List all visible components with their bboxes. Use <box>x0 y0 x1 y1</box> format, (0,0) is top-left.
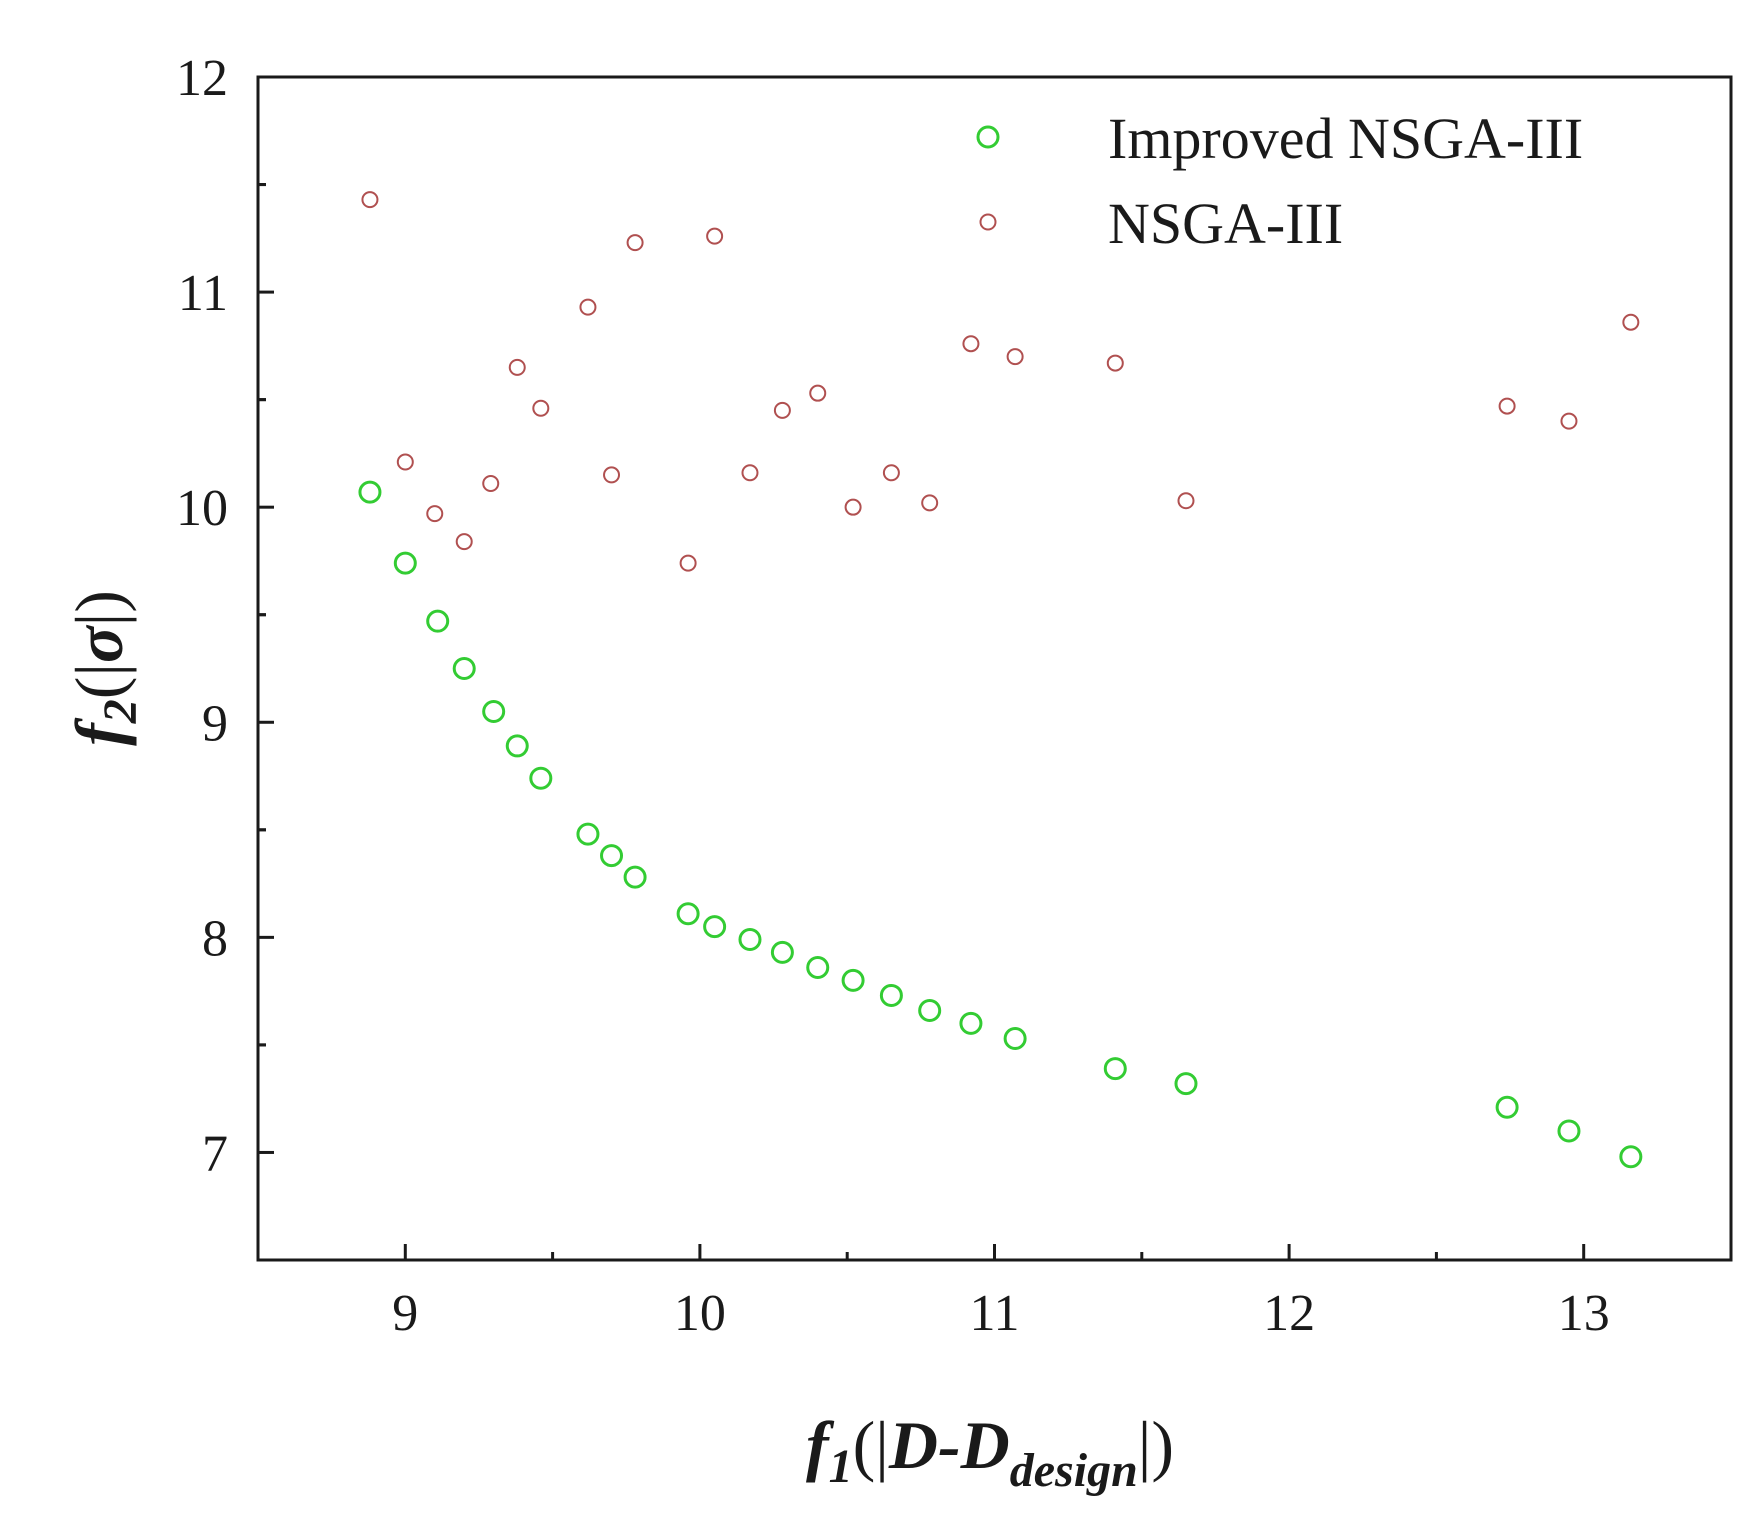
point-nsga-iii <box>1498 397 1516 415</box>
point-nsga-iii <box>809 384 827 402</box>
point-nsga-iii <box>1560 412 1578 430</box>
point-improved-nsga-iii <box>841 968 865 992</box>
x-tick-label: 11 <box>969 1285 1019 1342</box>
point-nsga-iii <box>426 505 444 523</box>
point-improved-nsga-iii <box>623 865 647 889</box>
legend-marker-nsga-iii <box>979 213 997 231</box>
y-tick-label: 11 <box>178 265 228 322</box>
point-improved-nsga-iii <box>959 1011 983 1035</box>
y-axis: 7 8 9 10 11 12 <box>176 50 274 1182</box>
point-nsga-iii <box>482 475 500 493</box>
point-nsga-iii <box>396 453 414 471</box>
point-improved-nsga-iii <box>576 822 600 846</box>
point-nsga-iii <box>679 554 697 572</box>
point-nsga-iii <box>1622 313 1640 331</box>
point-improved-nsga-iii <box>676 902 700 926</box>
point-nsga-iii <box>882 464 900 482</box>
point-nsga-iii <box>844 498 862 516</box>
y-axis-title: f2(|σ|) <box>61 590 147 746</box>
point-improved-nsga-iii <box>703 915 727 939</box>
point-improved-nsga-iii <box>770 940 794 964</box>
point-improved-nsga-iii <box>879 983 903 1007</box>
y-tick-label: 8 <box>202 910 228 967</box>
point-nsga-iii <box>455 533 473 551</box>
point-nsga-iii <box>508 358 526 376</box>
point-improved-nsga-iii <box>1103 1057 1127 1081</box>
plot-frame <box>256 75 1733 1262</box>
point-nsga-iii <box>532 399 550 417</box>
x-tick-label: 12 <box>1263 1285 1315 1342</box>
x-tick-label: 10 <box>674 1285 726 1342</box>
point-improved-nsga-iii <box>806 955 830 979</box>
point-nsga-iii <box>706 227 724 245</box>
y-tick-label: 10 <box>176 480 228 537</box>
y-tick-label: 7 <box>202 1125 228 1182</box>
point-nsga-iii <box>626 234 644 252</box>
point-nsga-iii <box>741 464 759 482</box>
x-axis: 9 10 11 12 13 <box>392 1244 1610 1342</box>
point-improved-nsga-iii <box>529 766 553 790</box>
point-improved-nsga-iii <box>505 734 529 758</box>
point-improved-nsga-iii <box>393 551 417 575</box>
legend-marker-improved-nsga-iii <box>976 125 1000 149</box>
point-improved-nsga-iii <box>1557 1119 1581 1143</box>
point-improved-nsga-iii <box>1174 1072 1198 1096</box>
legend-label-nsga-iii: NSGA-III <box>1108 191 1343 256</box>
point-improved-nsga-iii <box>600 844 624 868</box>
point-nsga-iii <box>1177 492 1195 510</box>
point-improved-nsga-iii <box>918 998 942 1022</box>
point-nsga-iii <box>579 298 597 316</box>
legend-label-improved-nsga-iii: Improved NSGA-III <box>1108 106 1583 171</box>
point-improved-nsga-iii <box>452 657 476 680</box>
point-nsga-iii <box>361 191 379 209</box>
point-nsga-iii <box>921 494 939 512</box>
point-improved-nsga-iii <box>358 480 382 504</box>
data-points <box>358 191 1643 1169</box>
point-improved-nsga-iii <box>482 700 506 724</box>
point-nsga-iii <box>1106 354 1124 372</box>
point-improved-nsga-iii <box>738 928 762 952</box>
point-nsga-iii <box>1006 348 1024 366</box>
point-nsga-iii <box>603 466 621 484</box>
y-tick-label: 9 <box>202 695 228 752</box>
x-axis-title: f1(|D-Ddesign|) <box>806 1407 1174 1497</box>
point-nsga-iii <box>962 335 980 353</box>
y-tick-label: 12 <box>176 50 228 107</box>
point-improved-nsga-iii <box>1003 1026 1027 1050</box>
x-tick-label: 13 <box>1558 1285 1610 1342</box>
point-improved-nsga-iii <box>426 609 450 633</box>
point-nsga-iii <box>773 401 791 419</box>
x-tick-label: 9 <box>392 1285 418 1342</box>
point-improved-nsga-iii <box>1619 1145 1643 1169</box>
legend: Improved NSGA-III NSGA-III <box>976 106 1583 256</box>
point-improved-nsga-iii <box>1495 1095 1519 1119</box>
